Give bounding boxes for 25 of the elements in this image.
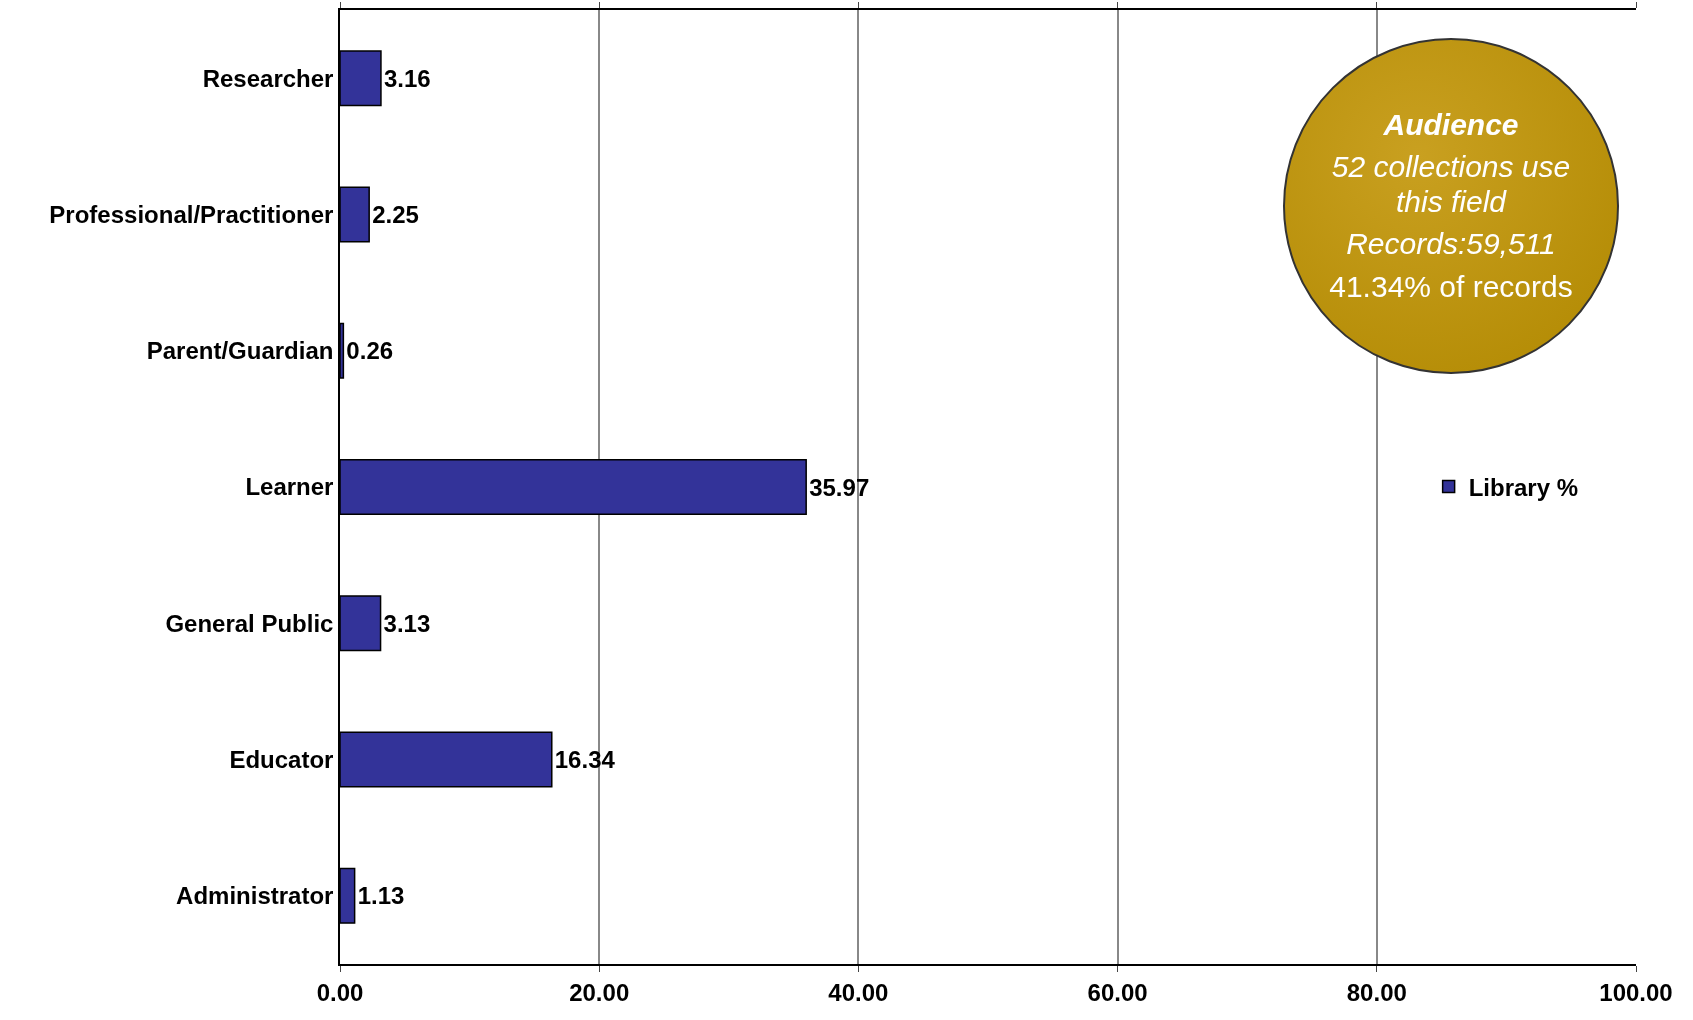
x-tick-label: 60.00 <box>1087 978 1148 1006</box>
y-tick-label: Parent/Guardian <box>146 337 334 365</box>
data-label: 2.25 <box>372 200 419 228</box>
annotation: 52 collections use this field <box>1330 150 1572 220</box>
data-label: 16.34 <box>554 746 616 774</box>
y-tick-label: Educator <box>229 745 334 773</box>
data-label: 3.16 <box>383 64 431 92</box>
x-tick-label: 80.00 <box>1346 978 1407 1006</box>
data-label: 0.26 <box>346 337 394 365</box>
annotation: Audience <box>1383 107 1519 143</box>
x-tick-label: 20.00 <box>569 978 630 1006</box>
data-label: 3.13 <box>383 609 431 637</box>
y-tick-label: Learner <box>245 473 334 501</box>
y-tick-label: Administrator <box>176 882 334 910</box>
annotation: 41.34% of records <box>1329 269 1573 305</box>
y-tick-label: Researcher <box>202 64 334 92</box>
x-tick-label: 100.00 <box>1599 978 1673 1006</box>
legend-label: Library % <box>1468 473 1579 501</box>
data-label: 1.13 <box>357 882 405 910</box>
data-label: 35.97 <box>809 473 870 501</box>
annotation: Records:59,511 <box>1346 227 1556 262</box>
x-tick-label: 0.00 <box>316 978 364 1006</box>
y-tick-label: General Public <box>165 609 334 637</box>
x-tick-label: 40.00 <box>828 978 889 1006</box>
y-tick-label: Professional/Practitioner <box>49 200 334 228</box>
